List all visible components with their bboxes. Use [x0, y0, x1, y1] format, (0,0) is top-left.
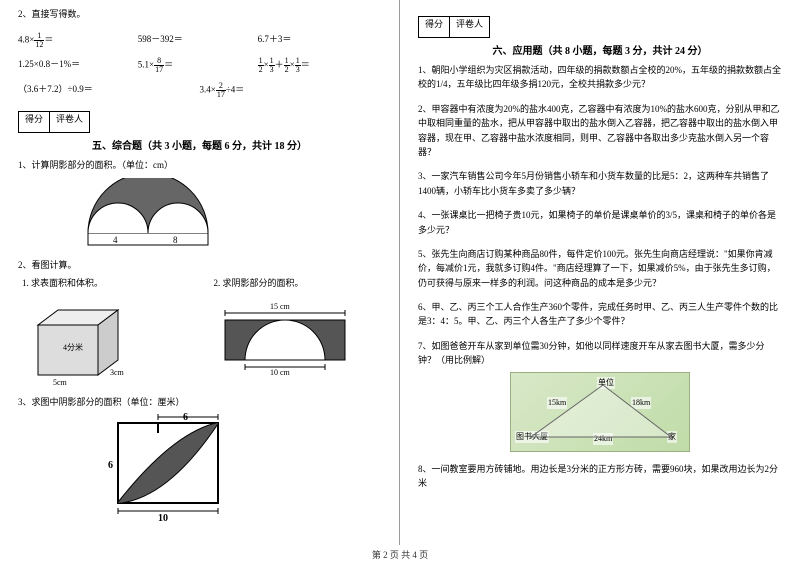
r-q2: 2、甲容器中有浓度为20%的盐水400克，乙容器中有浓度为10%的盐水600克，…: [418, 102, 782, 160]
s5-q2-text: 2、看图计算。: [18, 258, 381, 272]
cube-h: 4分米: [63, 342, 83, 352]
map-figure: 单位 15km 18km 图书大厦 24km 家: [510, 372, 690, 452]
equations-grid: 4.8×112＝ 598－392＝ 6.7＋3＝ 1.25×0.8－1%＝ 5.…: [18, 28, 381, 103]
s5-q3: 3、求图中阴影部分的面积（单位：厘米） 6 6 10: [18, 395, 381, 523]
page-footer: 第 2 页 共 4 页: [0, 548, 800, 561]
eq-8: 3.4×217÷4＝: [200, 78, 382, 103]
r-q3: 3、一家汽车销售公司今年5月份销售小轿车和小货车数量的比是5：2，这两种车共销售…: [418, 169, 782, 198]
eq-3: 6.7＋3＝: [258, 28, 378, 53]
semicircle-figure: 4 8: [78, 178, 228, 248]
eq5-pre: 5.1×: [138, 59, 154, 69]
eq1-pre: 4.8×: [18, 34, 34, 44]
leaf-top: 6: [183, 413, 188, 423]
left-column: 2、直接写得数。 4.8×112＝ 598－392＝ 6.7＋3＝ 1.25×0…: [0, 0, 400, 545]
score-box-6: 得分 评卷人: [418, 16, 782, 38]
r-q5: 5、张先生向商店订购某种商品80件，每件定价100元。张先生向商店经理说："如果…: [418, 247, 782, 290]
s5-q1: 1、计算阴影部分的面积。（单位：cm） 4 8: [18, 158, 381, 248]
arch-figure: 15 cm 10 cm: [210, 295, 360, 375]
r-q6: 6、甲、乙、丙三个工人合作生产360个零件，完成任务时甲、乙、丙三人生产零件个数…: [418, 300, 782, 329]
eq5-den: 17: [154, 66, 164, 74]
eq-2: 598－392＝: [138, 28, 258, 53]
eq-1: 4.8×112＝: [18, 28, 138, 53]
leaf-bottom: 10: [158, 513, 168, 523]
grader-label: 评卷人: [50, 111, 90, 133]
eq-6: 12×13＋12×13＝: [258, 53, 378, 78]
score-label-r: 得分: [418, 16, 450, 38]
right-column: 得分 评卷人 六、应用题（共 8 小题，每题 3 分，共计 24 分） 1、朝阳…: [400, 0, 800, 545]
fig-arch-block: 2. 求阴影部分的面积。 15 cm 10 cm: [210, 276, 382, 384]
leaf-left: 6: [108, 460, 113, 471]
q2-label: 2、直接写得数。: [18, 8, 381, 22]
c1d: 2: [258, 66, 264, 74]
cube-w: 5cm: [53, 378, 68, 385]
s5-q2: 2、看图计算。 1. 求表面积和体积。 4分米 5cm 3cm 2. 求阴影部分…: [18, 258, 381, 385]
c3d: 2: [284, 66, 290, 74]
eq-7: （3.6＋7.2）÷0.9＝: [18, 78, 200, 103]
r-q8: 8、一间教室要用方砖铺地。用边长是3分米的正方形方砖，需要960块，如果改用边长…: [418, 462, 782, 491]
arch-top: 15 cm: [270, 302, 291, 311]
eq8-post: ÷4＝: [226, 84, 244, 94]
s5-q2b-text: 2. 求阴影部分的面积。: [210, 276, 382, 290]
eq-4: 1.25×0.8－1%＝: [18, 53, 138, 78]
leaf-figure: 6 6 10: [98, 413, 248, 523]
fig1-label-a: 4: [113, 235, 118, 245]
eq1-post: ＝: [44, 34, 53, 44]
section6-title: 六、应用题（共 8 小题，每题 3 分，共计 24 分）: [418, 42, 782, 57]
eq8-den: 17: [216, 91, 226, 99]
eq-5: 5.1×817＝: [138, 53, 258, 78]
arch-bot: 10 cm: [270, 368, 291, 375]
score-box-5: 得分 评卷人: [18, 111, 381, 133]
r-q7: 7、如图爸爸开车从家到单位需30分钟，如他以同样速度开车从家去图书大厦，需多少分…: [418, 339, 782, 452]
s5-q3-text: 3、求图中阴影部分的面积（单位：厘米）: [18, 395, 381, 409]
c2d: 3: [269, 66, 275, 74]
eq5-post: ＝: [164, 59, 173, 69]
fig1-label-b: 8: [173, 235, 178, 245]
c4d: 3: [295, 66, 301, 74]
score-label: 得分: [18, 111, 50, 133]
section5-title: 五、综合题（共 3 小题，每题 6 分，共计 18 分）: [18, 137, 381, 152]
r-q7-text: 7、如图爸爸开车从家到单位需30分钟，如他以同样速度开车从家去图书大厦，需多少分…: [418, 339, 782, 368]
eq1-den: 12: [34, 41, 44, 49]
eq8-pre: 3.4×: [200, 84, 216, 94]
s5-q1-text: 1、计算阴影部分的面积。（单位：cm）: [18, 158, 381, 172]
s5-q2a-text: 1. 求表面积和体积。: [18, 276, 190, 290]
map-triangle: [511, 373, 691, 453]
fig-cube-block: 1. 求表面积和体积。 4分米 5cm 3cm: [18, 276, 190, 384]
r-q4: 4、一张课桌比一把椅子贵10元，如果椅子的单价是课桌单价的3/5，课桌和椅子的单…: [418, 208, 782, 237]
grader-label-r: 评卷人: [450, 16, 490, 38]
r-q1: 1、朝阳小学组织为灾区捐款活动，四年级的捐款数额占全校的20%，五年级的捐款数额…: [418, 63, 782, 92]
cube-figure: 4分米 5cm 3cm: [18, 295, 138, 385]
cube-d: 3cm: [110, 368, 125, 377]
